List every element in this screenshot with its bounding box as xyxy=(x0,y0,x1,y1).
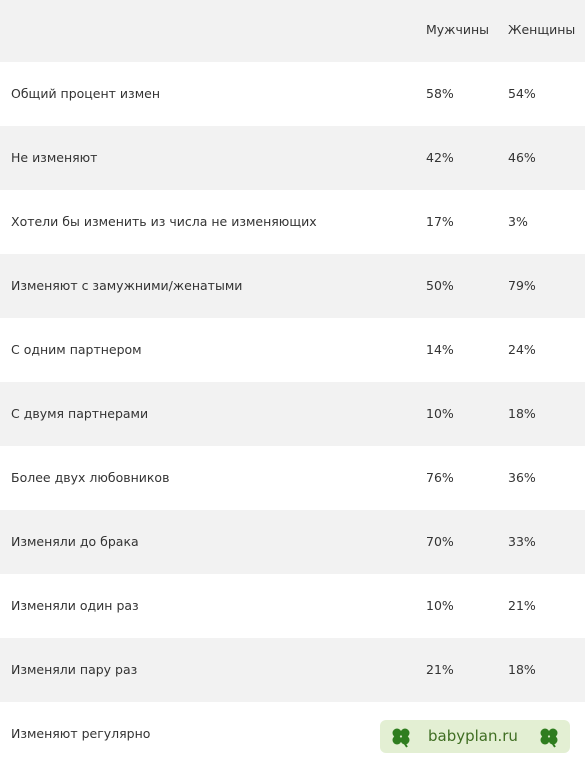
value-cell: 70% xyxy=(426,534,454,549)
table-row: Изменяют регулярно xyxy=(0,702,585,766)
label-cell: Более двух любовников xyxy=(11,470,170,485)
label-cell: Изменяют с замужними/женатыми xyxy=(11,278,243,293)
value-cell: 21% xyxy=(426,662,454,677)
label-cell: С одним партнером xyxy=(11,342,142,357)
value-cell: 14% xyxy=(426,342,454,357)
value-cell: 46% xyxy=(508,150,536,165)
watermark: babyplan.ru xyxy=(380,720,570,753)
value-cell: 50% xyxy=(426,278,454,293)
value-cell: 18% xyxy=(508,406,536,421)
label-cell: Общий процент измен xyxy=(11,86,160,101)
table-row: С двумя партнерами 10% 18% xyxy=(0,382,585,446)
label-cell: Изменяли пару раз xyxy=(11,662,138,677)
table-row: Изменяли один раз 10% 21% xyxy=(0,574,585,638)
value-cell: 58% xyxy=(426,86,454,101)
table-row: Изменяют с замужними/женатыми 50% 79% xyxy=(0,254,585,318)
value-cell: 54% xyxy=(508,86,536,101)
clover-icon xyxy=(392,728,410,748)
column-header: Женщины xyxy=(508,22,576,37)
value-cell: 18% xyxy=(508,662,536,677)
value-cell: 24% xyxy=(508,342,536,357)
value-cell: 3% xyxy=(508,214,528,229)
table-row: Хотели бы изменить из числа не изменяющи… xyxy=(0,190,585,254)
column-header: Мужчины xyxy=(426,22,489,37)
label-cell: Изменяют регулярно xyxy=(11,726,151,741)
value-cell: 21% xyxy=(508,598,536,613)
table-row: Общий процент измен 58% 54% xyxy=(0,62,585,126)
label-cell: Изменяли один раз xyxy=(11,598,139,613)
value-cell: 76% xyxy=(426,470,454,485)
clover-icon xyxy=(540,728,558,748)
label-cell: С двумя партнерами xyxy=(11,406,149,421)
table-row: Не изменяют 42% 46% xyxy=(0,126,585,190)
value-cell: 33% xyxy=(508,534,536,549)
table-row: Изменяли до брака 70% 33% xyxy=(0,510,585,574)
value-cell: 17% xyxy=(426,214,454,229)
table-row: Более двух любовников 76% 36% xyxy=(0,446,585,510)
value-cell: 42% xyxy=(426,150,454,165)
label-cell: Изменяли до брака xyxy=(11,534,139,549)
value-cell: 10% xyxy=(426,406,454,421)
table-row: Изменяли пару раз 21% 18% xyxy=(0,638,585,702)
header-row: Мужчины Женщины xyxy=(0,0,585,62)
label-cell: Не изменяют xyxy=(11,150,98,165)
value-cell: 10% xyxy=(426,598,454,613)
value-cell: 36% xyxy=(508,470,536,485)
table-row: С одним партнером 14% 24% xyxy=(0,318,585,382)
watermark-text: babyplan.ru xyxy=(428,727,518,745)
value-cell: 79% xyxy=(508,278,536,293)
label-cell: Хотели бы изменить из числа не изменяющи… xyxy=(11,214,317,229)
